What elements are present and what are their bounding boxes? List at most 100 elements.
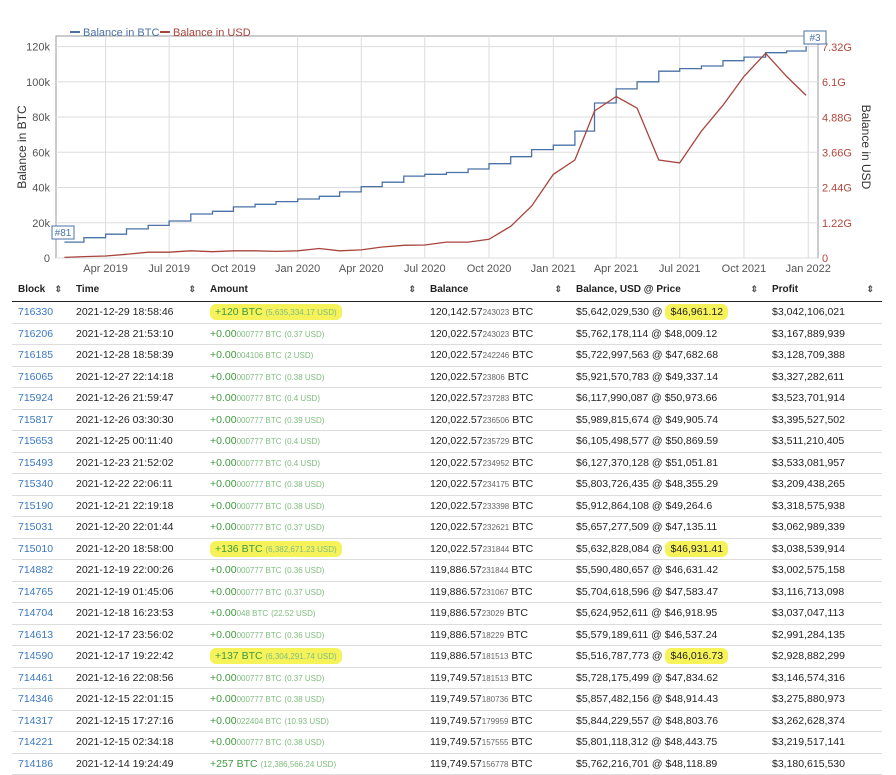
balance-usd-cell: $5,762,178,114 @ $48,009.12 xyxy=(570,323,766,345)
col-header-profit[interactable]: Profit ⇕ xyxy=(766,281,882,302)
block-link[interactable]: 714704 xyxy=(12,602,70,625)
amount-value: +0.00022404 BTC (10.93 USD) xyxy=(210,715,329,727)
balance-cell: 119,886.57231067 BTC xyxy=(424,581,570,603)
block-link[interactable]: 715340 xyxy=(12,473,70,496)
balance-int: 120,022.57 xyxy=(430,349,483,362)
col-header-balance[interactable]: Balance ⇕ xyxy=(424,281,570,302)
block-link[interactable]: 715010 xyxy=(12,538,70,560)
x-tick-label: Oct 2019 xyxy=(211,263,256,275)
amount-cell: +0.00000777 BTC (0.37 USD) xyxy=(204,581,424,603)
balance-unit: BTC xyxy=(512,392,534,405)
balance-unit: BTC xyxy=(512,327,534,340)
balance-unit: BTC xyxy=(512,521,534,534)
balance-int: 119,749.57 xyxy=(430,671,482,684)
price-value: $46,631.42 xyxy=(665,564,719,577)
sort-icon[interactable]: ⇕ xyxy=(750,283,758,294)
balance-unit: BTC xyxy=(512,435,534,448)
block-link[interactable]: 714317 xyxy=(12,710,70,732)
block-link[interactable]: 716065 xyxy=(12,366,70,388)
time-cell: 2021-12-21 22:19:18 xyxy=(70,495,204,517)
block-link[interactable]: 714765 xyxy=(12,581,70,603)
time-cell: 2021-12-20 22:01:44 xyxy=(70,516,204,539)
y-right-tick-label: 6.1G xyxy=(822,77,846,89)
block-link[interactable]: 714186 xyxy=(12,753,70,775)
balance-cell: 120,022.57232621 BTC xyxy=(424,516,570,539)
balance-fraction: 243023 xyxy=(482,308,510,318)
amount-value: +0.00000777 BTC (0.38 USD) xyxy=(210,736,324,748)
plot-area xyxy=(55,35,819,259)
profit-cell: $3,146,574,316 xyxy=(766,667,882,689)
balance-usd-value: $6,117,990,087 @ xyxy=(576,392,665,405)
balance-fraction: 23029 xyxy=(481,609,505,619)
block-link[interactable]: 716330 xyxy=(12,301,70,324)
balance-unit: BTC xyxy=(507,370,529,383)
sort-icon[interactable]: ⇕ xyxy=(408,283,416,294)
time-cell: 2021-12-25 00:11:40 xyxy=(70,430,204,453)
profit-cell: $3,062,989,339 xyxy=(766,516,882,539)
amount-cell: +0.00000777 BTC (0.37 USD) xyxy=(204,516,424,539)
balance-usd-cell: $5,728,175,499 @ $47,834.62 xyxy=(570,667,766,689)
block-link[interactable]: 715924 xyxy=(12,387,70,410)
price-value: $47,135.11 xyxy=(665,521,718,534)
profit-cell: $3,128,709,388 xyxy=(766,344,882,367)
price-value: $48,914.43 xyxy=(665,693,719,706)
profit-cell: $2,991,284,135 xyxy=(766,624,882,646)
profit-cell: $3,037,047,113 xyxy=(766,602,882,625)
price-value: $48,443.75 xyxy=(664,736,718,749)
balance-fraction: 234952 xyxy=(482,458,510,468)
sort-icon[interactable]: ⇕ xyxy=(866,283,874,294)
balance-usd-cell: $5,857,482,156 @ $48,914.43 xyxy=(570,688,766,711)
block-link[interactable]: 716185 xyxy=(12,344,70,367)
block-link[interactable]: 714613 xyxy=(12,624,70,646)
amount-value: +0.00000777 BTC (0.37 USD) xyxy=(210,586,324,598)
balance-int: 120,022.57 xyxy=(430,542,483,555)
time-cell: 2021-12-22 22:06:11 xyxy=(70,473,204,496)
time-cell: 2021-12-28 21:53:10 xyxy=(70,323,204,345)
amount-usd: (0.38 USD) xyxy=(284,695,325,705)
col-header-time[interactable]: Time ⇕ xyxy=(70,281,204,302)
amount-value: +0.00000777 BTC (0.38 USD) xyxy=(210,500,324,512)
amount-usd: (0.37 USD) xyxy=(284,523,325,533)
col-header-balance-usd[interactable]: Balance, USD @ Price ⇕ xyxy=(570,281,766,302)
table-row: 714765 2021-12-19 01:45:06 +0.00000777 BTC… xyxy=(12,581,882,603)
block-link[interactable]: 715031 xyxy=(12,516,70,539)
amount-main: +0.00 xyxy=(210,607,237,620)
col-header-block[interactable]: Block ⇕ xyxy=(12,281,70,302)
balance-fraction: 23806 xyxy=(482,372,505,382)
balance-cell: 119,886.57231844 BTC xyxy=(424,559,570,582)
balance-usd-cell: $5,516,787,773 @ $46,016.73 xyxy=(570,645,766,668)
balance-fraction: 157555 xyxy=(481,738,509,748)
y-left-axis-label: Balance in BTC xyxy=(15,105,29,189)
y-left-tick-label: 20k xyxy=(32,218,50,230)
amount-usd: (6,382,671.23 USD) xyxy=(265,544,337,554)
block-link[interactable]: 715653 xyxy=(12,430,70,453)
amount-cell: +0.00000777 BTC (0.4 USD) xyxy=(204,430,424,453)
balance-cell: 119,749.57179959 BTC xyxy=(424,710,570,732)
block-link[interactable]: 715817 xyxy=(12,409,70,431)
block-link[interactable]: 714590 xyxy=(12,645,70,668)
col-header-amount[interactable]: Amount ⇕ xyxy=(204,281,424,302)
block-link[interactable]: 715493 xyxy=(12,452,70,474)
y-left-tick-label: 60k xyxy=(32,147,50,159)
table-row: 714882 2021-12-19 22:00:26 +0.00000777 BTC… xyxy=(12,559,882,582)
amount-main: +0.00 xyxy=(210,671,237,684)
amount-main: +0.00 xyxy=(210,499,237,512)
sort-icon[interactable]: ⇕ xyxy=(554,283,562,294)
balance-unit: BTC xyxy=(512,349,534,362)
block-link[interactable]: 716206 xyxy=(12,323,70,345)
balance-unit: BTC xyxy=(512,542,534,555)
block-link[interactable]: 714221 xyxy=(12,731,70,754)
price-value: $46,016.73 xyxy=(665,648,729,665)
block-link[interactable]: 715190 xyxy=(12,495,70,517)
amount-fraction: 000777 BTC xyxy=(236,394,282,404)
sort-icon[interactable]: ⇕ xyxy=(54,283,62,294)
profit-cell: $3,180,615,530 xyxy=(766,753,882,775)
block-link[interactable]: 714461 xyxy=(12,667,70,689)
time-cell: 2021-12-15 02:34:18 xyxy=(70,731,204,754)
balance-usd-cell: $5,579,189,611 @ $46,537.24 xyxy=(570,624,766,646)
block-link[interactable]: 714346 xyxy=(12,688,70,711)
sort-icon[interactable]: ⇕ xyxy=(188,283,196,294)
amount-main: +0.00 xyxy=(210,392,237,405)
balance-usd-value: $6,127,370,128 @ xyxy=(576,456,666,469)
block-link[interactable]: 714882 xyxy=(12,559,70,582)
